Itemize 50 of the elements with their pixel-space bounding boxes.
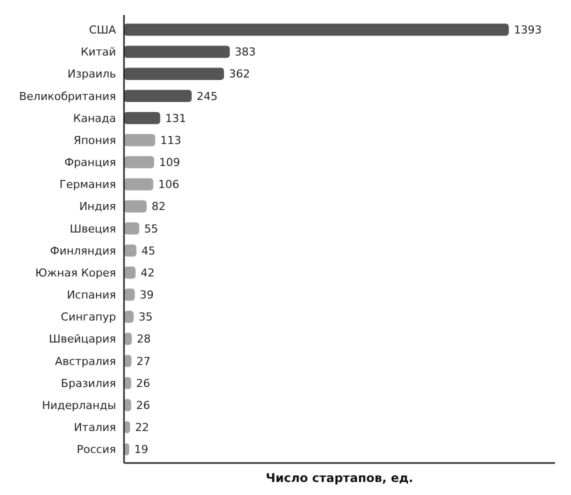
bar <box>124 46 230 58</box>
y-tick-label: Великобритания <box>19 90 116 103</box>
data-label: 131 <box>165 112 186 125</box>
y-tick-label: Бразилия <box>60 376 116 390</box>
bar <box>124 68 224 80</box>
y-tick-label: США <box>89 24 116 37</box>
y-tick-label: Германия <box>60 178 116 192</box>
y-tick-label: Южная Корея <box>35 266 116 280</box>
bar <box>124 90 192 102</box>
y-tick-label: Финляндия <box>50 244 116 258</box>
bar <box>124 134 156 146</box>
data-label: 35 <box>138 310 153 324</box>
y-tick-label: Швеция <box>70 222 116 236</box>
data-label: 42 <box>140 266 155 280</box>
y-tick-label: Канада <box>73 112 116 125</box>
data-label: 45 <box>141 244 156 258</box>
data-label: 383 <box>234 46 256 59</box>
data-label: 28 <box>136 332 151 346</box>
data-label: 109 <box>159 156 180 170</box>
y-tick-label: Испания <box>66 288 116 302</box>
data-label: 55 <box>144 222 158 236</box>
data-label: 106 <box>158 178 180 192</box>
data-label: 27 <box>136 354 150 368</box>
data-label: 245 <box>196 90 218 103</box>
bar <box>124 200 147 212</box>
y-tick-label: Индия <box>79 200 116 214</box>
data-label: 113 <box>160 134 182 147</box>
data-label: 1393 <box>514 24 542 37</box>
data-label: 362 <box>229 68 250 81</box>
y-tick-label: Швейцария <box>48 332 116 346</box>
data-label: 39 <box>140 288 154 302</box>
y-tick-label: Италия <box>74 421 116 434</box>
y-tick-label: Израиль <box>68 68 116 81</box>
y-tick-label: Франция <box>64 156 116 170</box>
y-tick-label: Россия <box>76 443 116 456</box>
data-label: 22 <box>135 421 150 434</box>
bar <box>124 24 509 36</box>
y-tick-label: Нидерланды <box>42 398 116 412</box>
y-tick-label: Китай <box>80 46 116 59</box>
data-label: 26 <box>136 376 150 390</box>
y-tick-label: Япония <box>73 134 116 147</box>
y-tick-label: Австралия <box>55 354 116 368</box>
data-label: 82 <box>152 200 166 214</box>
x-axis-title: Число стартапов, ед. <box>266 471 414 485</box>
bar <box>124 178 154 190</box>
bar <box>124 156 154 168</box>
y-tick-label: Сингапур <box>60 310 116 324</box>
bar <box>124 112 160 124</box>
data-label: 19 <box>134 443 148 456</box>
data-label: 26 <box>136 398 150 412</box>
